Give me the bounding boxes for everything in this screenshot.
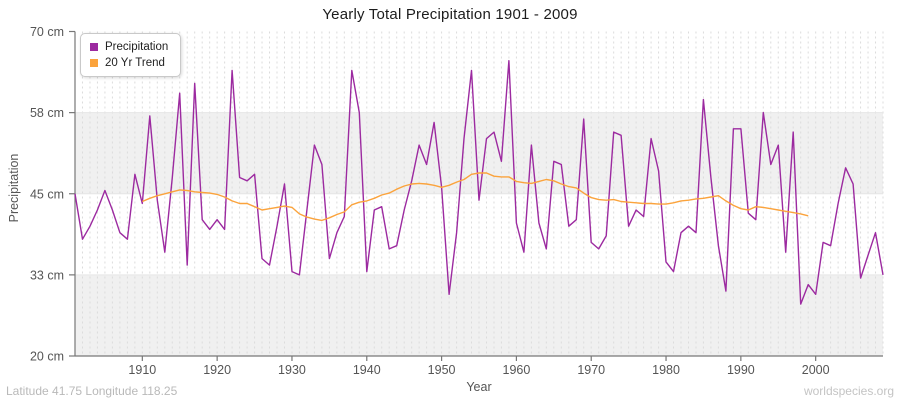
y-tick-label: 45 cm	[30, 187, 64, 201]
legend: Precipitation 20 Yr Trend	[80, 33, 182, 77]
x-tick-label: 1920	[203, 363, 231, 377]
x-tick-label: 1960	[503, 363, 531, 377]
x-tick-label: 1910	[128, 363, 156, 377]
x-tick-label: 1980	[652, 363, 680, 377]
x-axis-title: Year	[466, 380, 492, 394]
trend-swatch-icon	[90, 59, 98, 67]
chart-title: Yearly Total Precipitation 1901 - 2009	[322, 6, 578, 23]
footer-site: worldspecies.org	[803, 384, 894, 398]
y-axis-title: Precipitation	[7, 153, 21, 223]
x-tick-label: 2000	[802, 363, 830, 377]
precipitation-swatch-icon	[90, 43, 98, 51]
precipitation-line	[74, 60, 884, 305]
legend-item-trend: 20 Yr Trend	[90, 55, 168, 71]
legend-item-precipitation: Precipitation	[90, 39, 168, 55]
legend-label: 20 Yr Trend	[105, 57, 165, 69]
legend-label: Precipitation	[105, 41, 169, 53]
y-tick-label: 33 cm	[30, 268, 64, 282]
y-tick-label: 20 cm	[30, 350, 64, 364]
y-tick-label: 70 cm	[30, 25, 64, 39]
footer-coordinates: Latitude 41.75 Longitude 118.25	[6, 384, 178, 398]
x-tick-label: 1930	[278, 363, 306, 377]
x-tick-label: 1990	[727, 363, 755, 377]
trend-line	[142, 172, 809, 222]
y-tick-label: 58 cm	[30, 106, 64, 120]
x-tick-label: 1950	[428, 363, 456, 377]
x-tick-label: 1970	[577, 363, 605, 377]
x-tick-label: 1940	[353, 363, 381, 377]
